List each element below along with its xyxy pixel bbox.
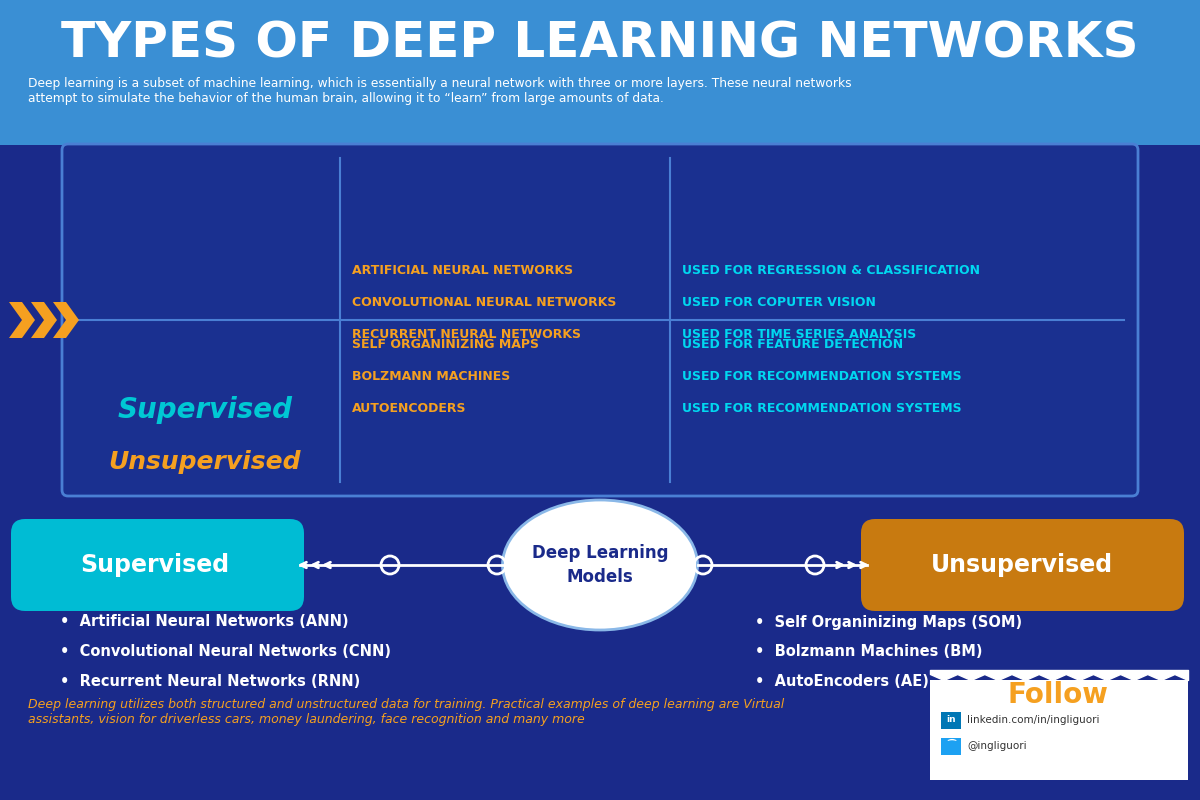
FancyBboxPatch shape xyxy=(941,712,961,729)
Polygon shape xyxy=(31,302,58,338)
Text: •  Bolzmann Machines (BM): • Bolzmann Machines (BM) xyxy=(755,645,983,659)
Bar xyxy=(0,0,1200,145)
Text: Deep learning utilizes both structured and unstructured data for training. Pract: Deep learning utilizes both structured a… xyxy=(28,698,785,726)
Text: Models: Models xyxy=(566,568,634,586)
Text: ARTIFICIAL NEURAL NETWORKS: ARTIFICIAL NEURAL NETWORKS xyxy=(352,263,574,277)
FancyBboxPatch shape xyxy=(11,519,304,611)
Text: USED FOR FEATURE DETECTION: USED FOR FEATURE DETECTION xyxy=(682,338,904,351)
Text: •  Recurrent Neural Networks (RNN): • Recurrent Neural Networks (RNN) xyxy=(60,674,360,690)
Text: TYPES OF DEEP LEARNING NETWORKS: TYPES OF DEEP LEARNING NETWORKS xyxy=(61,20,1139,68)
Text: RECURRENT NEURAL NETWORKS: RECURRENT NEURAL NETWORKS xyxy=(352,327,581,341)
Text: USED FOR COPUTER VISION: USED FOR COPUTER VISION xyxy=(682,295,876,309)
Text: Unsupervised: Unsupervised xyxy=(931,553,1114,577)
Text: AUTOENCODERS: AUTOENCODERS xyxy=(352,402,467,415)
Text: •  Self Organinizing Maps (SOM): • Self Organinizing Maps (SOM) xyxy=(755,614,1022,630)
Polygon shape xyxy=(53,302,79,338)
Text: SELF ORGANINIZING MAPS: SELF ORGANINIZING MAPS xyxy=(352,338,539,351)
Ellipse shape xyxy=(503,500,697,630)
Text: ⁀: ⁀ xyxy=(947,741,955,751)
Bar xyxy=(930,680,1188,780)
Text: Deep learning is a subset of machine learning, which is essentially a neural net: Deep learning is a subset of machine lea… xyxy=(28,77,852,105)
Text: Supervised: Supervised xyxy=(118,396,293,424)
Polygon shape xyxy=(10,302,35,338)
Text: Supervised: Supervised xyxy=(80,553,229,577)
FancyBboxPatch shape xyxy=(941,738,961,755)
Text: linkedin.com/in/ingliguori: linkedin.com/in/ingliguori xyxy=(967,715,1099,725)
FancyBboxPatch shape xyxy=(862,519,1184,611)
FancyBboxPatch shape xyxy=(62,144,1138,496)
Text: @ingliguori: @ingliguori xyxy=(967,741,1027,751)
Text: in: in xyxy=(946,715,956,725)
Text: •  Convolutional Neural Networks (CNN): • Convolutional Neural Networks (CNN) xyxy=(60,645,391,659)
Text: Follow: Follow xyxy=(1008,681,1109,709)
Text: Unsupervised: Unsupervised xyxy=(109,450,301,474)
Text: USED FOR TIME SERIES ANALYSIS: USED FOR TIME SERIES ANALYSIS xyxy=(682,327,917,341)
Text: Deep Learning: Deep Learning xyxy=(532,544,668,562)
Text: USED FOR REGRESSION & CLASSIFICATION: USED FOR REGRESSION & CLASSIFICATION xyxy=(682,263,980,277)
Text: •  Artificial Neural Networks (ANN): • Artificial Neural Networks (ANN) xyxy=(60,614,349,630)
Text: •  AutoEncoders (AE): • AutoEncoders (AE) xyxy=(755,674,929,690)
Text: USED FOR RECOMMENDATION SYSTEMS: USED FOR RECOMMENDATION SYSTEMS xyxy=(682,370,961,383)
Text: CONVOLUTIONAL NEURAL NETWORKS: CONVOLUTIONAL NEURAL NETWORKS xyxy=(352,295,617,309)
Text: USED FOR RECOMMENDATION SYSTEMS: USED FOR RECOMMENDATION SYSTEMS xyxy=(682,402,961,415)
Text: BOLZMANN MACHINES: BOLZMANN MACHINES xyxy=(352,370,510,383)
